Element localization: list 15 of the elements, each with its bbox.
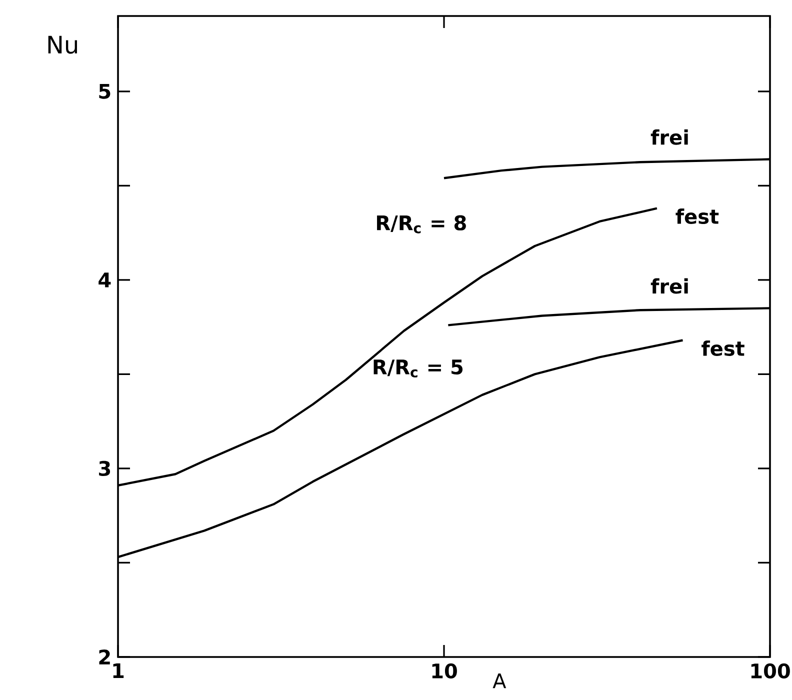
series-label: frei xyxy=(650,129,688,145)
annotation: R/R$_{c}$ = 8 xyxy=(377,215,466,234)
y-tick-label: 4 xyxy=(98,272,111,288)
series-label: fest xyxy=(702,340,744,356)
y-tick-label: 5 xyxy=(99,84,110,99)
y-tick-label: 3 xyxy=(99,460,110,476)
series-label: frei xyxy=(650,278,688,294)
x-tick-label: 1 xyxy=(113,663,124,678)
x-tick-label: 100 xyxy=(751,663,790,679)
annotation: R/R$_{c}$ = 5 xyxy=(374,360,463,378)
x-axis-title: A xyxy=(492,673,506,688)
y-tick-label: 2 xyxy=(99,650,110,664)
series-label: fest xyxy=(676,208,719,224)
y-axis-title: Nu xyxy=(48,36,77,54)
x-tick-label: 10 xyxy=(432,663,457,679)
